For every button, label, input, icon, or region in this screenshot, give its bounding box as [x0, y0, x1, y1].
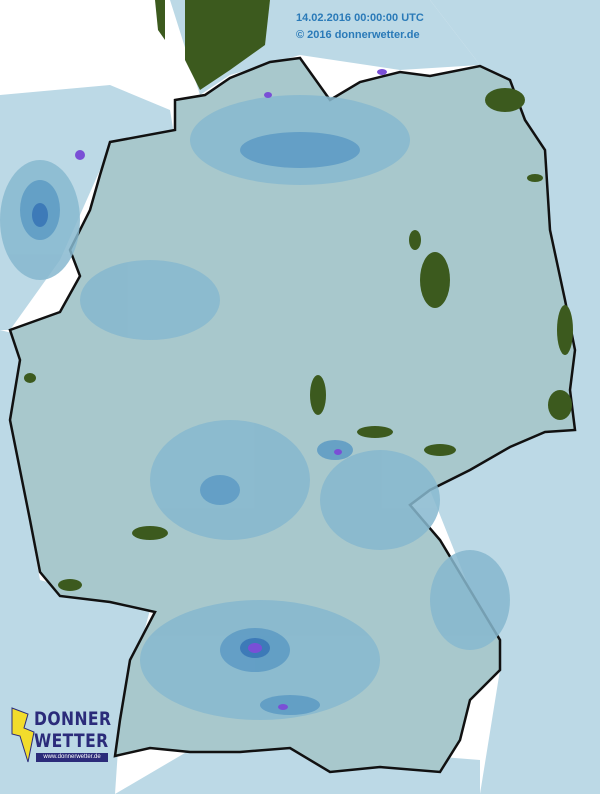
timestamp-label: 14.02.2016 00:00:00 UTC © 2016 donnerwet… — [296, 10, 424, 44]
logo-line1: DONNER — [34, 708, 112, 730]
logo-url: www.donnerwetter.de — [36, 753, 108, 762]
rain-intense — [75, 69, 387, 710]
forest-highland — [24, 0, 573, 591]
donnerwetter-logo: DONNER WETTER www.donnerwetter.de — [8, 706, 111, 766]
logo-line2: WETTER — [34, 730, 109, 752]
copyright-text: © 2016 donnerwetter.de — [296, 29, 420, 41]
lightning-bolt-icon — [11, 707, 35, 763]
radar-timestamp: 14.02.2016 00:00:00 UTC — [296, 12, 424, 24]
